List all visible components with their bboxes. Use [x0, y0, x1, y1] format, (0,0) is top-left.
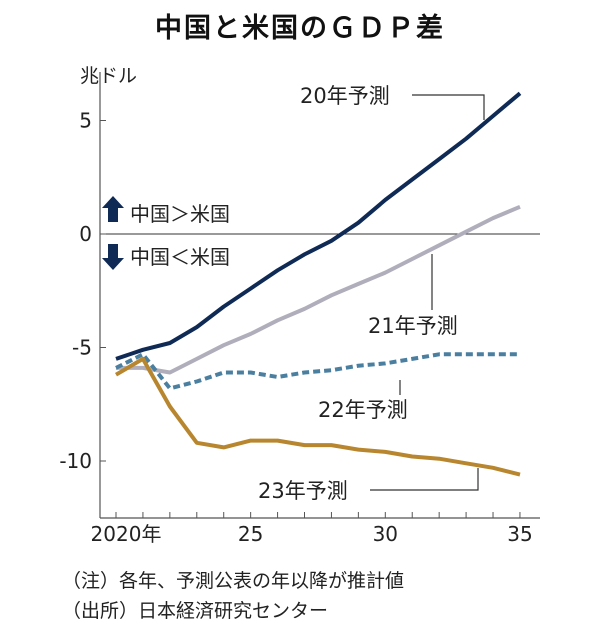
down-annotation: 中国＜米国 — [102, 244, 230, 270]
up-arrow-icon — [102, 196, 124, 222]
down-arrow-icon — [102, 244, 124, 270]
y-tick-label: 5 — [79, 109, 92, 133]
y-tick-label: -10 — [59, 449, 92, 473]
chart-title: 中国と米国のＧＤＰ差 — [155, 13, 445, 44]
up-annotation: 中国＞米国 — [102, 196, 230, 226]
leader-line — [412, 94, 485, 120]
y-tick-label: 0 — [79, 222, 92, 246]
series-label: 20年予測 — [300, 84, 390, 108]
x-tick-label: 30 — [373, 522, 398, 546]
series-line-2 — [115, 352, 520, 391]
x-tick-label: 2020年 — [91, 522, 162, 546]
series-line-0 — [115, 91, 522, 361]
series-line-3 — [114, 356, 521, 477]
down-label: 中国＜米国 — [130, 245, 230, 269]
series-label: 21年予測 — [368, 314, 458, 338]
up-label: 中国＞米国 — [130, 202, 230, 226]
footnote: （注）各年、予測公表の年以降が推計値 — [62, 570, 405, 592]
y-unit-label: 兆ドル — [80, 65, 137, 87]
series-line-1 — [116, 204, 521, 375]
leader-line — [370, 468, 479, 491]
x-tick-label: 25 — [238, 522, 263, 546]
x-tick-label: 35 — [507, 522, 532, 546]
series-label: 22年予測 — [318, 398, 408, 422]
y-tick-label: -5 — [72, 336, 92, 360]
series-label: 23年予測 — [258, 479, 348, 503]
source-note: （出所）日本経済研究センター — [62, 600, 329, 622]
